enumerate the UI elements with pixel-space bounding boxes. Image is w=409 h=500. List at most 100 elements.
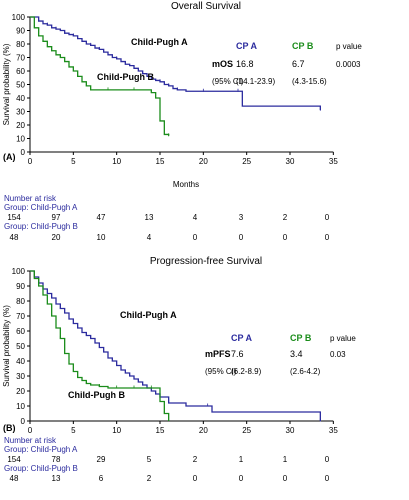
os-risk-group-a-count: 13 [145,213,154,222]
pfs-y-axis-label: Survival probability (%) [2,305,11,387]
pfs-x-tick-label: 0 [28,426,33,435]
os-x-tick-label: 30 [286,157,295,166]
pfs-summary-metric-label: mPFS [205,349,231,359]
os-summary-cp-b-value: 6.7 [292,59,305,69]
os-summary-p-header: p value [336,42,362,51]
pfs-panel-label: (B) [3,423,16,433]
os-y-tick-label: 90 [16,27,25,36]
os-x-tick-label: 15 [156,157,165,166]
os-x-tick-label: 5 [71,157,76,166]
os-y-tick-label: 20 [16,121,25,130]
os-cp-b-curve-label: Child-Pugh B [97,72,154,82]
os-y-tick-label: 70 [16,54,25,63]
pfs-y-tick-label: 80 [16,297,25,306]
os-risk-group-b-count: 4 [147,233,152,242]
os-risk-group-a-count: 2 [283,213,288,222]
os-summary-cp-a-value: 16.8 [236,59,254,69]
pfs-x-tick-label: 20 [199,426,208,435]
os-y-tick-label: 100 [12,13,26,22]
pfs-x-tick-label: 35 [329,426,338,435]
os-y-tick-label: 80 [16,40,25,49]
pfs-summary-cp-b-value: 3.4 [290,349,303,359]
os-cp-b-survival-line [30,16,170,136]
os-summary-p-value: 0.0003 [336,60,361,69]
os-summary-metric-label: mOS [212,59,233,69]
os-summary-cp-b-ci: (4.3-15.6) [292,77,327,86]
pfs-summary-cp-b-ci: (2.6-4.2) [290,367,321,376]
pfs-y-tick-label: 30 [16,372,25,381]
os-risk-group-b-count: 0 [239,233,244,242]
pfs-y-tick-label: 40 [16,357,25,366]
pfs-risk-group-a-count: 5 [147,455,152,464]
pfs-risk-group-a-count: 29 [97,455,106,464]
os-y-tick-label: 0 [21,148,26,157]
pfs-risk-group-a-count: 0 [325,455,330,464]
os-panel-label: (A) [3,152,16,162]
os-x-tick-label: 20 [199,157,208,166]
pfs-cp-b-curve-label: Child-Pugh B [68,390,125,400]
os-y-tick-label: 60 [16,67,25,76]
pfs-risk-group-b-label: Group: Child-Pugh B [4,464,78,473]
os-summary-cp-b-header: CP B [292,41,314,51]
pfs-risk-group-a-count: 1 [239,455,244,464]
os-risk-group-b-count: 0 [283,233,288,242]
os-x-tick-label: 35 [329,157,338,166]
pfs-risk-group-b-count: 2 [147,474,152,483]
pfs-risk-group-b-count: 0 [193,474,198,483]
pfs-x-tick-label: 5 [71,426,76,435]
pfs-y-tick-label: 60 [16,327,25,336]
os-cp-a-survival-line [30,16,321,111]
pfs-x-tick-label: 30 [286,426,295,435]
pfs-risk-group-b-count: 6 [99,474,104,483]
os-y-tick-label: 40 [16,94,25,103]
pfs-risk-table-title: Number at risk [4,436,57,445]
os-risk-group-b-count: 10 [97,233,106,242]
os-risk-group-a-count: 3 [239,213,244,222]
pfs-y-tick-label: 90 [16,282,25,291]
pfs-y-tick-label: 50 [16,342,25,351]
pfs-summary-cp-a-ci: (6.2-8.9) [231,367,262,376]
pfs-chart-title: Progression-free Survival [150,256,262,267]
pfs-summary-p-header: p value [330,334,356,343]
os-risk-group-a-count: 47 [97,213,106,222]
os-risk-group-a-count: 97 [52,213,61,222]
pfs-summary-cp-b-header: CP B [290,333,312,343]
pfs-summary-cp-a-value: 7.6 [231,349,244,359]
pfs-risk-group-a-count: 2 [193,455,198,464]
pfs-summary-ci-label: (95% CI) [205,367,237,376]
pfs-cp-a-curve-label: Child-Pugh A [120,310,177,320]
os-risk-group-b-count: 0 [325,233,330,242]
os-y-tick-label: 30 [16,108,25,117]
pfs-cp-b-survival-line [30,270,170,421]
os-risk-group-a-count: 0 [325,213,330,222]
os-x-tick-label: 10 [112,157,121,166]
os-risk-group-a-count: 154 [7,213,21,222]
pfs-risk-group-a-count: 154 [7,455,21,464]
pfs-summary-p-value: 0.03 [330,350,346,359]
os-risk-group-a-label: Group: Child-Pugh A [4,203,78,212]
pfs-risk-group-a-label: Group: Child-Pugh A [4,445,78,454]
os-summary-cp-a-ci: (14.1-23.9) [236,77,275,86]
os-y-axis-label: Survival probability (%) [2,43,11,125]
os-x-tick-label: 25 [242,157,251,166]
os-risk-table-title: Number at risk [4,194,57,203]
os-x-axis-label: Months [173,180,199,189]
pfs-risk-group-b-count: 0 [283,474,288,483]
pfs-y-tick-label: 0 [21,417,26,426]
os-y-tick-label: 10 [16,135,25,144]
os-summary-cp-a-header: CP A [236,41,258,51]
pfs-risk-group-a-count: 78 [52,455,61,464]
os-risk-group-b-count: 48 [10,233,19,242]
os-risk-group-b-count: 20 [52,233,61,242]
pfs-x-tick-label: 25 [242,426,251,435]
pfs-y-tick-label: 10 [16,402,25,411]
pfs-y-tick-label: 20 [16,387,25,396]
pfs-x-tick-label: 15 [156,426,165,435]
pfs-risk-group-b-count: 0 [239,474,244,483]
os-chart-title: Overall Survival [171,1,241,12]
pfs-risk-group-b-count: 13 [52,474,61,483]
os-risk-group-b-count: 0 [193,233,198,242]
os-risk-group-b-label: Group: Child-Pugh B [4,222,78,231]
os-y-tick-label: 50 [16,81,25,90]
